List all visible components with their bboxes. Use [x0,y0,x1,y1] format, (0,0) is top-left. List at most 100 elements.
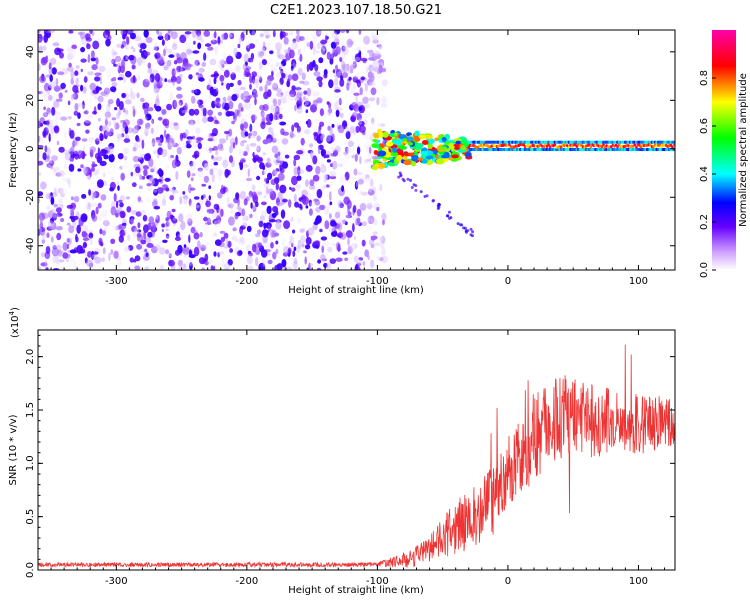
spectrogram-cell [219,74,225,82]
spectrogram-cell [328,107,333,114]
spectrogram-cell [203,30,211,37]
spectrogram-y-tick-label: 20 [25,94,36,107]
spectrogram-cell [48,133,51,143]
spectrogram-cell [116,259,123,268]
spectrogram-cell [220,59,225,67]
spectrogram-cell [206,84,211,91]
spectrogram-cell [346,82,350,91]
spectrogram-cell [297,188,303,193]
spectrogram-cell [144,128,149,137]
spectrogram-cell [316,267,322,270]
spectrogram-cell [38,160,44,166]
spectrogram-cell [108,101,111,108]
spectrogram-cell [294,104,297,112]
spectrogram-cell [166,103,173,111]
snr-y-tick-label: 2.0 [25,349,36,365]
spectrogram-cell [55,212,63,217]
spectrogram-cell [304,244,311,250]
spectrogram-cell [182,246,190,255]
spectrogram-cell [277,121,281,125]
spectrogram-cell [200,104,204,111]
spectrogram-cell [109,187,115,192]
spectrogram-cell [68,62,72,68]
spectrogram-cell [279,66,282,71]
spectrogram-cell [265,186,269,195]
spectrogram-cell [58,170,65,177]
spectrogram-cell [169,188,177,193]
spectrogram-cell [347,237,350,247]
spectrogram-cell [368,238,375,246]
spectrogram-cell [67,182,72,188]
spectrogram-cell [223,263,231,270]
spectrogram-cell [320,148,327,156]
spectrogram-cell [263,170,267,176]
spectrogram-cell [272,169,276,177]
spectrogram-cell [107,146,114,156]
spectrogram-cell [69,48,77,58]
spectrogram-cell [45,267,49,270]
spectrogram-cell [165,249,170,255]
snr-y-tick-label: 0.0 [25,562,36,578]
spectrogram-cell [275,182,279,191]
spectrogram-cell [371,117,375,125]
spectrogram-cell [418,134,427,140]
spectrogram-cell [322,185,326,190]
spectrogram-cell [43,82,50,92]
spectrogram-cell [312,223,318,231]
spectrogram-cell [175,52,180,58]
spectrogram-cell [86,115,93,119]
spectrogram-cell [103,172,106,178]
spectrogram-cell [219,230,226,234]
spectrogram-cell [213,71,219,79]
spectrogram-cell [188,74,193,80]
spectrogram-cell [225,188,230,194]
spectrogram-cell [124,43,129,50]
spectrogram-cell [40,262,48,267]
spectrogram-cell [226,82,231,91]
spectrogram-cell [313,71,321,77]
spectrogram-cell [342,63,349,72]
spectrogram-cell [208,92,212,99]
snr-x-tick-label: -100 [366,576,389,587]
spectrogram-cell [292,229,296,234]
spectrogram-cell [317,259,321,264]
spectrogram-cell [98,65,106,73]
spectrogram-cell [312,99,318,107]
colorbar-ticks: 0.00.20.40.60.8 [699,70,716,278]
spectrogram-cell [672,140,675,144]
spectrogram-cell [53,125,60,134]
spectrogram-cell [313,46,316,56]
spectrogram-cell [245,144,250,153]
spectrogram-cell [600,145,604,149]
spectrogram-cell [105,66,113,73]
spectrogram-cell [205,241,209,246]
spectrogram-cell [184,31,192,35]
spectrogram-cell [165,233,170,239]
spectrogram-cell [93,191,100,199]
spectrogram-cell [81,138,88,142]
spectrogram-cell [308,128,311,134]
spectrogram-cell [259,86,263,92]
spectrogram-cell [358,106,363,111]
spectrogram-cell [148,216,155,225]
spectrogram-cell [91,64,98,71]
spectrogram-cell [125,196,130,200]
spectrogram-cell [329,126,333,136]
spectrogram-cell [436,204,440,208]
spectrogram-cell [207,94,211,102]
spectrogram-cell [201,183,207,187]
spectrogram-cell [95,138,100,145]
spectrogram-cell [230,72,236,81]
spectrogram-cell [133,123,138,133]
spectrogram-cell [296,106,303,114]
spectrogram-cell [326,51,331,60]
spectrogram-cell [134,265,141,270]
spectrogram-cell [70,196,74,201]
spectrogram-cell [250,58,254,63]
spectrogram-cell [263,182,271,189]
spectrogram-cell [80,68,84,73]
spectrogram-cell [208,146,213,154]
spectrogram-cell [145,36,153,44]
spectrogram-cell [321,133,325,139]
spectrogram-cell [588,143,591,147]
